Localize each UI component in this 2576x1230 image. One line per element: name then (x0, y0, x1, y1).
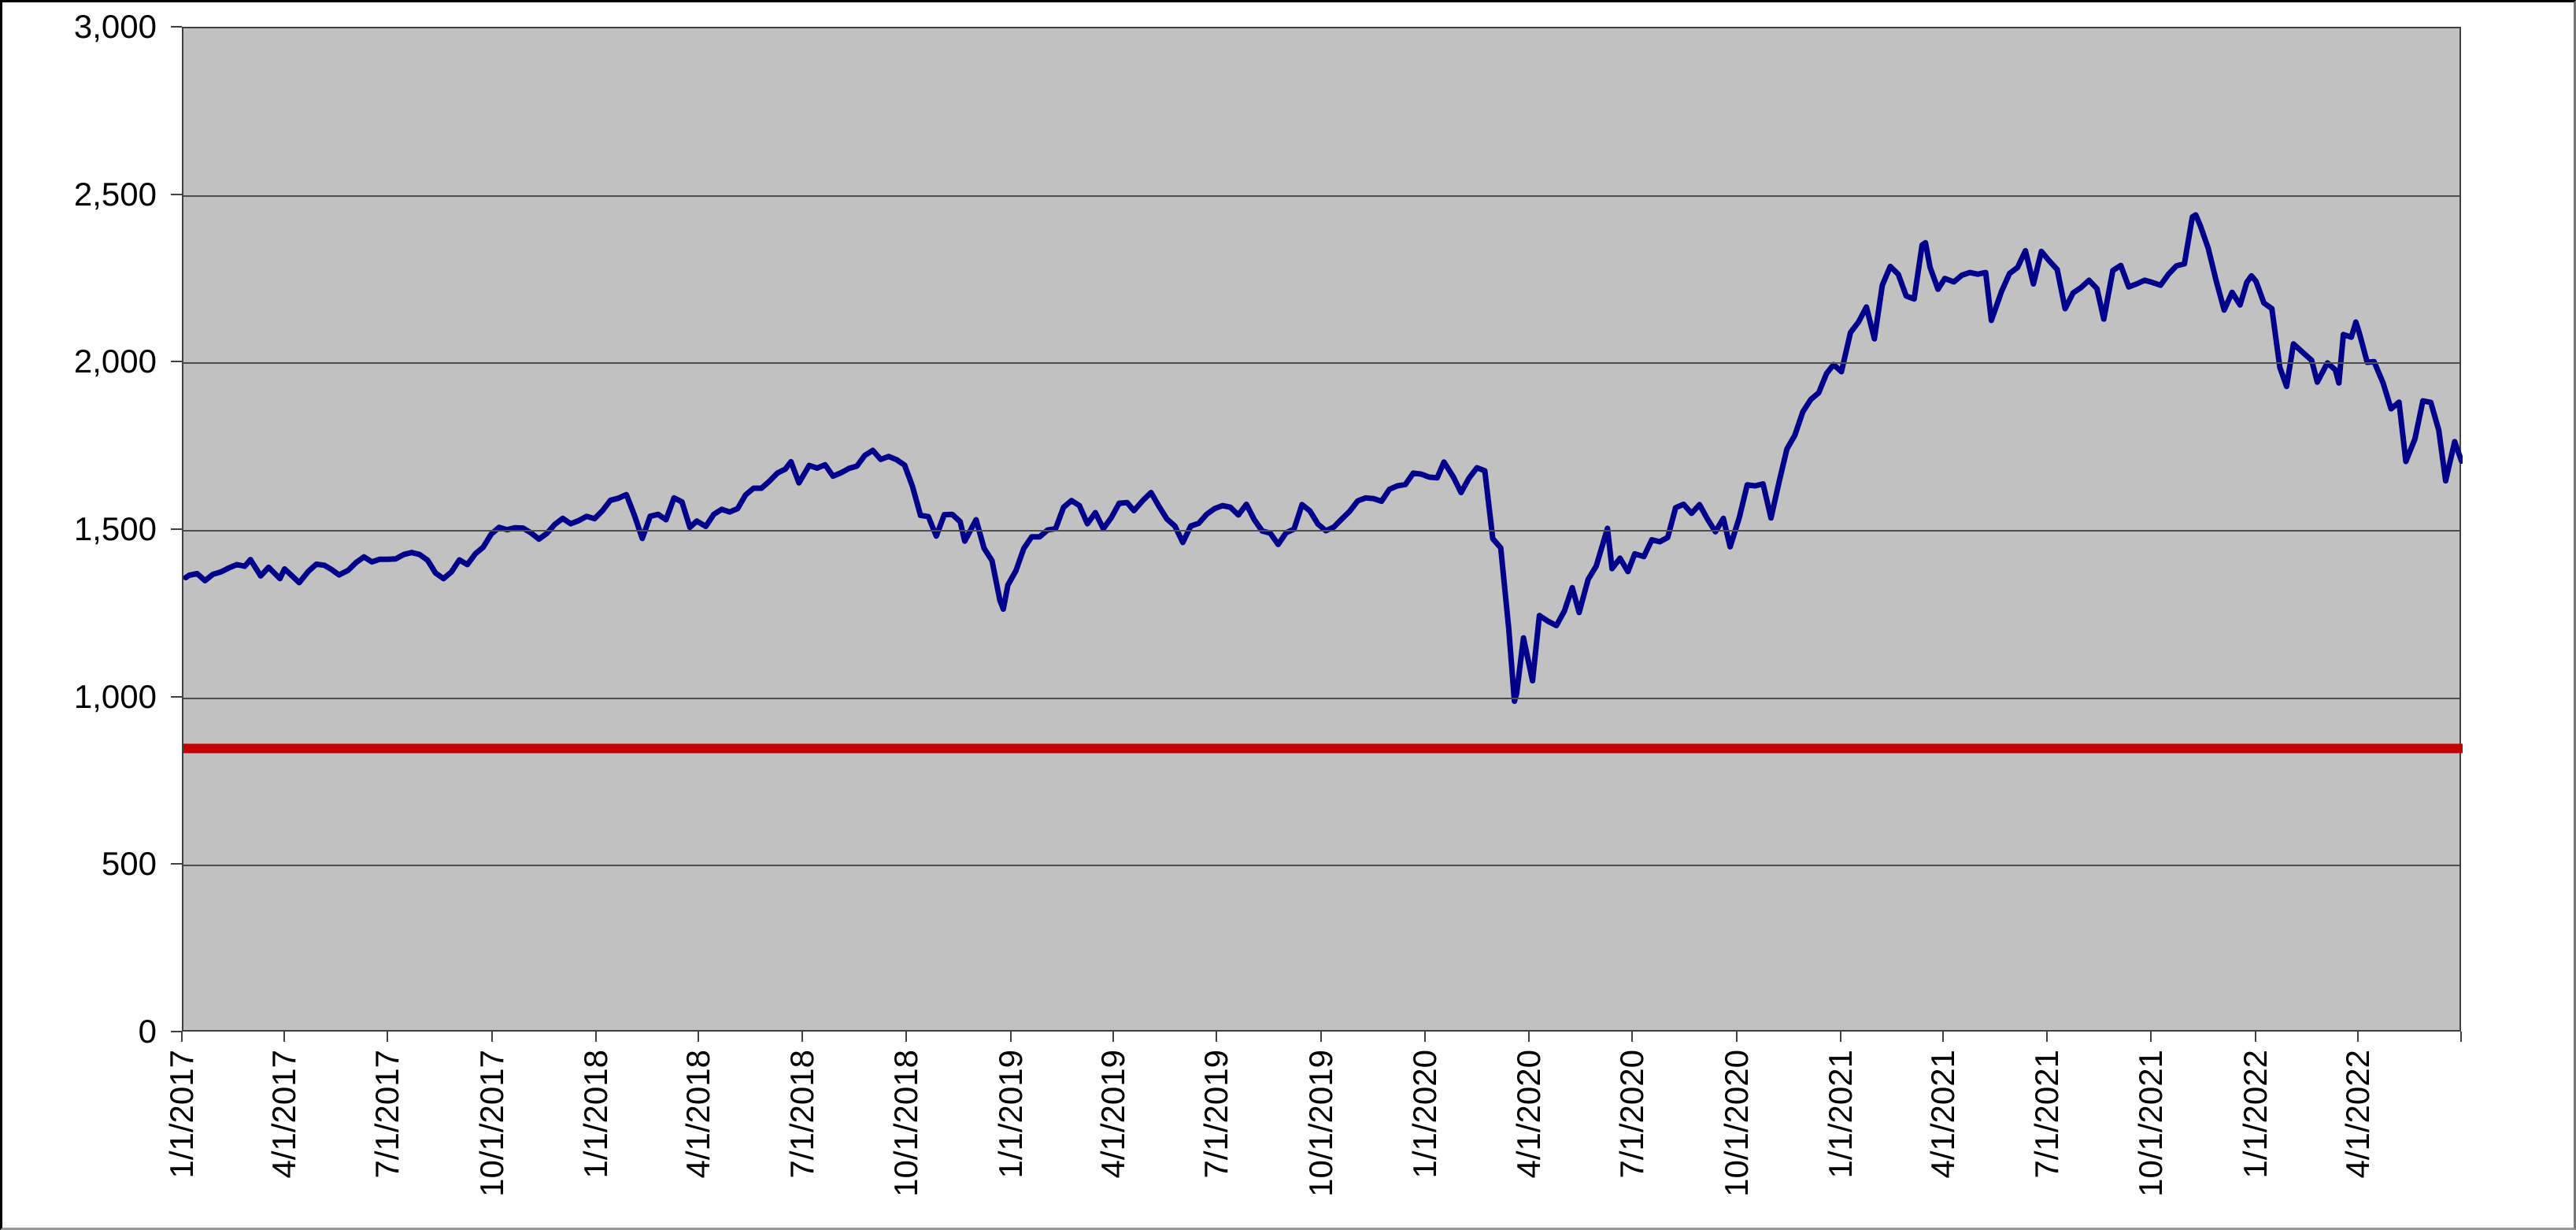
x-axis-tick (1112, 1032, 1114, 1042)
x-axis-tick (2460, 1032, 2462, 1042)
x-axis-tick (698, 1032, 700, 1042)
y-axis-label: 500 (101, 845, 157, 883)
x-axis-label: 10/1/2019 (1301, 1050, 1339, 1197)
y-axis-label: 1,500 (73, 510, 157, 547)
x-axis-label: 7/1/2017 (368, 1050, 406, 1179)
x-axis-label: 10/1/2017 (472, 1050, 510, 1197)
x-axis-label: 10/1/2020 (1717, 1050, 1755, 1197)
gridline-1500 (183, 530, 2459, 532)
y-axis-label: 1,000 (73, 677, 157, 715)
x-axis-label: 1/1/2018 (577, 1050, 615, 1179)
plot-area (182, 27, 2463, 1032)
plot-svg (183, 212, 2463, 754)
x-axis-label: 7/1/2018 (783, 1050, 820, 1179)
gridline-2000 (183, 362, 2459, 365)
x-axis-label: 4/1/2021 (1924, 1050, 1962, 1179)
x-axis-tick (905, 1032, 908, 1042)
x-axis-label: 7/1/2019 (1197, 1050, 1235, 1179)
x-axis-tick (1216, 1032, 1218, 1042)
x-axis-label: 4/1/2020 (1509, 1050, 1547, 1179)
y-axis-tick (171, 695, 182, 698)
x-axis-tick (2045, 1032, 2048, 1042)
y-axis-tick (171, 1031, 182, 1032)
x-axis-label: 10/1/2021 (2132, 1050, 2170, 1197)
x-axis-tick (181, 1032, 183, 1042)
x-axis-tick (1009, 1032, 1012, 1042)
x-axis-label: 1/1/2022 (2236, 1050, 2274, 1179)
y-axis-label: 0 (138, 1013, 157, 1050)
x-axis-label: 4/1/2017 (265, 1050, 302, 1179)
gridline-500 (183, 865, 2459, 867)
x-axis-label: 7/1/2020 (1613, 1050, 1650, 1179)
y-axis-label: 2,000 (73, 343, 157, 380)
x-axis-label: 1/1/2019 (991, 1050, 1029, 1179)
x-axis-label: 1/1/2017 (163, 1050, 200, 1179)
x-axis-label: 10/1/2018 (887, 1050, 925, 1197)
x-axis-tick (283, 1032, 285, 1042)
x-axis-tick (2254, 1032, 2256, 1042)
x-axis-tick (1319, 1032, 1322, 1042)
x-axis-tick (801, 1032, 803, 1042)
x-axis-label: 1/1/2020 (1406, 1050, 1444, 1179)
x-axis-tick (1735, 1032, 1738, 1042)
line-series (183, 212, 2463, 704)
x-axis-tick (1942, 1032, 1945, 1042)
x-axis-tick (2150, 1032, 2152, 1042)
x-axis-label: 1/1/2021 (1822, 1050, 1860, 1179)
x-axis-label: 4/1/2018 (679, 1050, 717, 1179)
x-axis-label: 4/1/2022 (2338, 1050, 2376, 1179)
y-axis-label: 3,000 (73, 8, 157, 45)
x-axis-tick (595, 1032, 598, 1042)
y-axis-tick (171, 863, 182, 865)
x-axis-tick (1840, 1032, 1842, 1042)
x-axis-tick (1527, 1032, 1530, 1042)
x-axis-tick (1631, 1032, 1633, 1042)
y-axis-tick (171, 193, 182, 195)
x-axis-label: 4/1/2019 (1094, 1050, 1131, 1179)
y-axis-label: 2,500 (73, 175, 157, 213)
x-axis-label: 7/1/2021 (2027, 1050, 2065, 1179)
y-axis-tick (171, 26, 182, 28)
x-axis-tick (1424, 1032, 1427, 1042)
gridline-1000 (183, 697, 2459, 699)
x-axis-tick (387, 1032, 389, 1042)
x-axis-tick (2356, 1032, 2359, 1042)
y-axis-tick (171, 528, 182, 530)
x-axis-tick (490, 1032, 493, 1042)
y-axis-tick (171, 361, 182, 363)
gridline-2500 (183, 195, 2459, 197)
